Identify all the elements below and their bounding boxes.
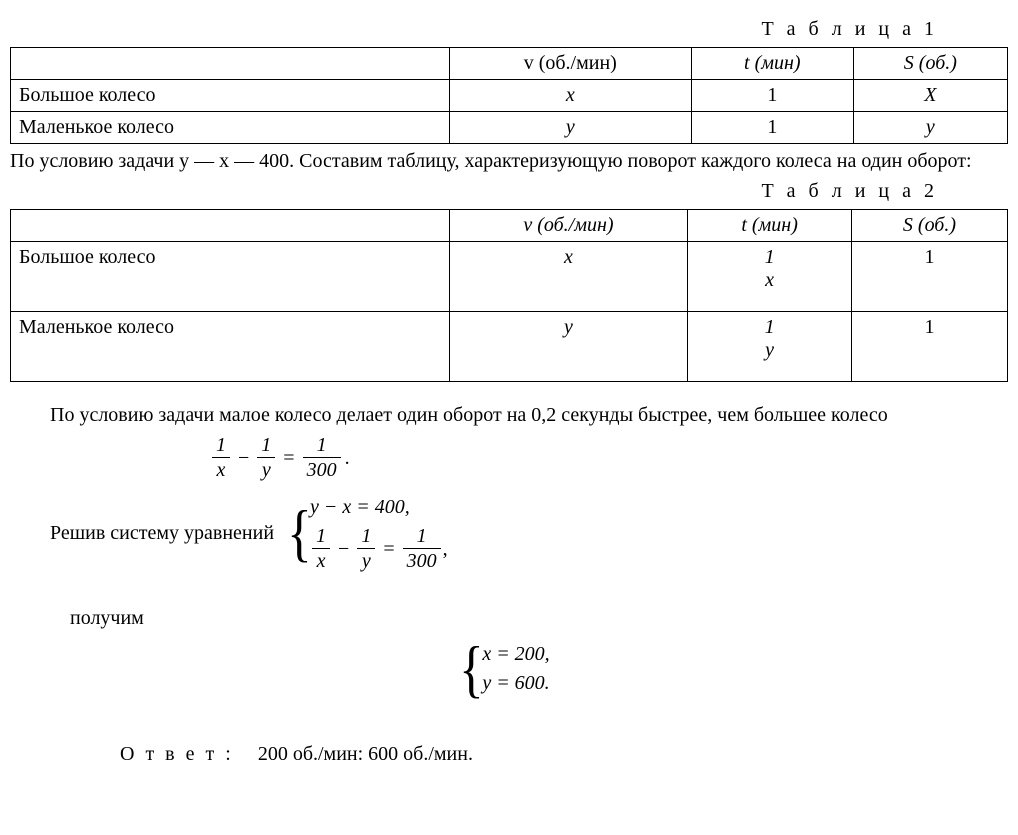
table-row: Большое колесо x 1 X [11, 80, 1008, 112]
table2-col0 [11, 210, 450, 242]
table1-r1-s: y [853, 112, 1007, 144]
solution-block: { x = 200, y = 600. [10, 637, 1008, 701]
table2-r0-v: x [449, 242, 688, 312]
table2-r1-v: y [449, 312, 688, 382]
table2-col2: t (мин) [688, 210, 852, 242]
left-brace-icon: { [292, 490, 306, 575]
answer-label: О т в е т : [120, 743, 234, 765]
system-intro-text: Решив систему уравнений [50, 520, 274, 546]
table1-header-row: v (об./мин) t (мин) S (об.) [11, 48, 1008, 80]
table-row: Маленькое колесо y 1 y [11, 112, 1008, 144]
paragraph-condition-1: По условию задачи y — x — 400. Составим … [10, 148, 1002, 174]
answer-text: 200 об./мин: 600 об./мин. [258, 743, 473, 765]
table2-r0-t: 1 x [688, 242, 852, 312]
page: Т а б л и ц а 1 v (об./мин) t (мин) S (о… [0, 0, 1018, 835]
table2-r1-t: 1 y [688, 312, 852, 382]
table2-caption: Т а б л и ц а 2 [10, 180, 938, 203]
equation-system-2: { x = 200, y = 600. [464, 637, 553, 701]
equation-1: 1x − 1y = 1300 . [10, 432, 1002, 480]
table1-r0-v: x [449, 80, 691, 112]
table2-col1: v (об./мин) [449, 210, 688, 242]
table1-r0-label: Большое колесо [11, 80, 450, 112]
paragraph-result: получим [10, 605, 1002, 631]
table1-caption: Т а б л и ц а 1 [10, 18, 938, 41]
table-row: Маленькое колесо y 1 y 1 [11, 312, 1008, 382]
table1-col0 [11, 48, 450, 80]
table1-col3: S (об.) [853, 48, 1007, 80]
table1-r1-t: 1 [691, 112, 853, 144]
table2-col3: S (об.) [851, 210, 1007, 242]
table1-col2: t (мин) [691, 48, 853, 80]
answer-line: О т в е т : 200 об./мин: 600 об./мин. [10, 741, 1002, 767]
system1-row2: 1x − 1y = 1300 , [310, 526, 448, 571]
table2-r1-label: Маленькое колесо [11, 312, 450, 382]
equation-system-1: { y − x = 400, 1x − 1y = 1300 , [292, 490, 452, 575]
table2-r1-s: 1 [851, 312, 1007, 382]
system2-row2: y = 600. [482, 672, 549, 695]
table2-r0-s: 1 [851, 242, 1007, 312]
table1-r0-t: 1 [691, 80, 853, 112]
table2: v (об./мин) t (мин) S (об.) Большое коле… [10, 209, 1008, 382]
table1-r0-s: X [853, 80, 1007, 112]
table1-r1-label: Маленькое колесо [11, 112, 450, 144]
table1-col1: v (об./мин) [449, 48, 691, 80]
table2-r0-label: Большое колесо [11, 242, 450, 312]
table2-header-row: v (об./мин) t (мин) S (об.) [11, 210, 1008, 242]
system-intro-line: Решив систему уравнений { y − x = 400, 1… [10, 490, 1002, 575]
table1-r1-v: y [449, 112, 691, 144]
system1-row1: y − x = 400, [310, 494, 410, 520]
paragraph-condition-2: По условию задачи малое колесо делает од… [10, 402, 1002, 428]
system2-row1: x = 200, [482, 643, 549, 666]
left-brace-icon: { [464, 637, 478, 701]
table-row: Большое колесо x 1 x 1 [11, 242, 1008, 312]
table1: v (об./мин) t (мин) S (об.) Большое коле… [10, 47, 1008, 144]
